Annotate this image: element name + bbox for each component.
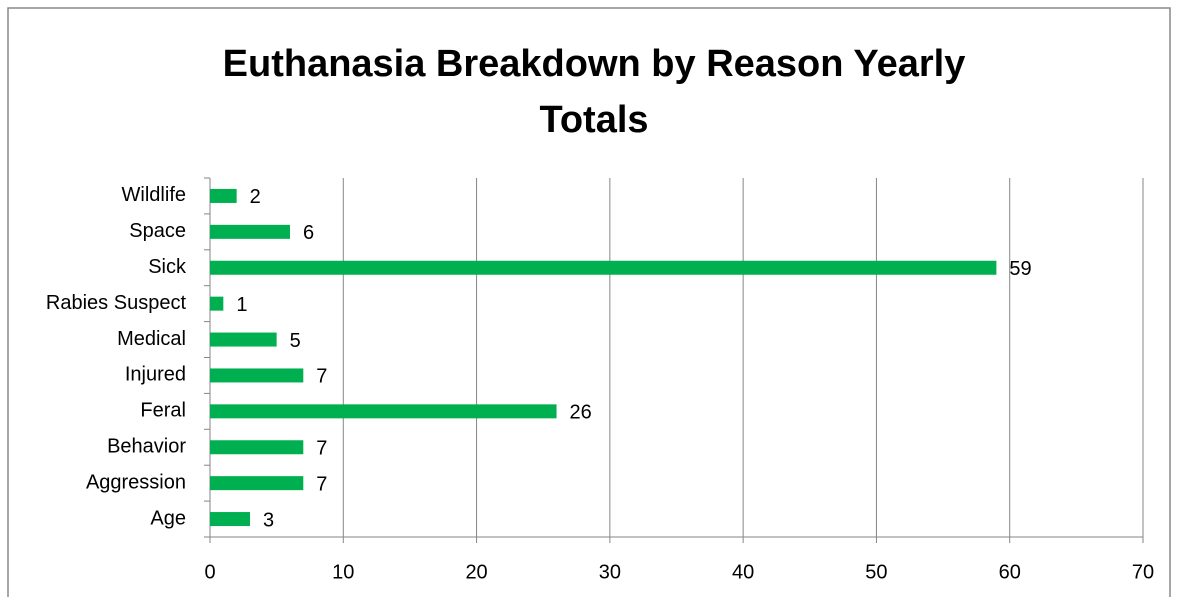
y-tick-label: Rabies Suspect	[46, 292, 187, 314]
bar	[210, 332, 277, 347]
data-label: 3	[263, 509, 274, 531]
bar	[210, 368, 304, 383]
x-tick-label: 60	[999, 561, 1021, 583]
chart-title: Euthanasia Breakdown by Reason Yearly To…	[222, 43, 966, 141]
y-tick-label: Behavior	[107, 436, 186, 458]
bar	[210, 404, 557, 419]
bar	[210, 296, 224, 311]
y-tick-label: Aggression	[86, 471, 186, 493]
x-tick-label: 70	[1132, 561, 1154, 583]
data-label: 59	[1009, 258, 1031, 280]
y-tick-label: Wildlife	[122, 184, 186, 206]
data-label: 7	[316, 438, 327, 460]
y-tick-label: Space	[129, 220, 186, 242]
y-tick-label: Injured	[125, 364, 186, 386]
x-tick-label: 30	[599, 561, 621, 583]
data-label: 2	[250, 186, 261, 208]
bar	[210, 476, 304, 491]
bar	[210, 188, 237, 203]
x-tick-label: 50	[865, 561, 887, 583]
y-tick-label: Age	[150, 507, 186, 529]
x-tick-label: 40	[732, 561, 754, 583]
y-tick-label: Feral	[140, 400, 186, 422]
data-label: 5	[290, 330, 301, 352]
x-tick-label: 0	[204, 561, 215, 583]
bar	[210, 224, 290, 239]
y-tick-label: Medical	[117, 328, 186, 350]
bar	[210, 512, 250, 527]
x-tick-label: 20	[465, 561, 487, 583]
x-tick-label: 10	[332, 561, 354, 583]
data-label: 7	[316, 366, 327, 388]
bar	[210, 260, 997, 275]
data-label: 26	[570, 402, 592, 424]
data-label: 6	[303, 222, 314, 244]
y-tick-label: Sick	[148, 256, 187, 278]
data-label: 7	[316, 473, 327, 495]
data-label: 1	[236, 294, 247, 316]
chart-border	[7, 7, 1171, 597]
bar	[210, 440, 304, 455]
